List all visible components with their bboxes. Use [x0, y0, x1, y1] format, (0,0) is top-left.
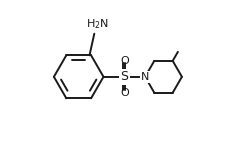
Text: H$_2$N: H$_2$N: [86, 17, 109, 31]
Text: N: N: [141, 72, 149, 82]
Text: O: O: [120, 88, 129, 98]
Text: S: S: [120, 70, 128, 83]
Text: O: O: [120, 56, 129, 66]
